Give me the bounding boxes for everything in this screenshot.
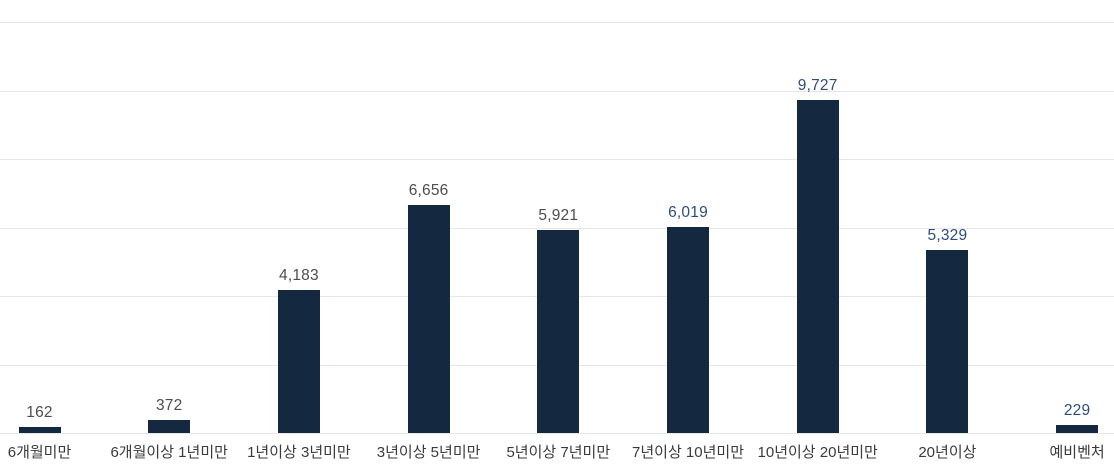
bar-4[interactable] [537, 230, 580, 433]
category-label-4: 5년이상 7년미만 [506, 444, 611, 461]
value-label-5: 6,019 [668, 203, 708, 221]
category-label-0: 6개월미만 [7, 444, 72, 461]
bar-2[interactable] [277, 289, 320, 433]
category-label-3: 3년이상 5년미만 [376, 444, 481, 461]
value-label-8: 229 [1063, 402, 1091, 420]
category-label-7: 20년이상 [918, 444, 977, 461]
bar-5[interactable] [667, 226, 709, 433]
category-label-5: 7년이상 10년미만 [632, 444, 744, 461]
gridline [0, 90, 1114, 92]
x-axis-line [0, 433, 1114, 434]
value-label-4: 5,921 [538, 207, 579, 225]
value-label-3: 6,656 [408, 182, 449, 200]
gridline [0, 159, 1114, 160]
value-label-2: 4,183 [278, 266, 319, 284]
category-label-8: 예비벤처 [1049, 444, 1105, 461]
category-label-6: 10년이상 20년미만 [757, 444, 878, 461]
value-label-7: 5,329 [927, 227, 968, 245]
bar-1[interactable] [148, 420, 191, 433]
gridline [0, 227, 1114, 229]
value-label-6: 9,727 [797, 76, 838, 94]
category-label-1: 6개월이상 1년미만 [110, 444, 228, 461]
bar-6[interactable] [796, 99, 839, 433]
category-label-2: 1년이상 3년미만 [247, 444, 351, 461]
bar-7[interactable] [926, 250, 969, 433]
bar-0[interactable] [18, 427, 61, 433]
gridline [0, 22, 1114, 23]
bar-8[interactable] [1056, 425, 1099, 433]
value-label-1: 372 [155, 397, 183, 415]
value-label-0: 162 [26, 404, 53, 422]
bar-3[interactable] [407, 205, 450, 433]
